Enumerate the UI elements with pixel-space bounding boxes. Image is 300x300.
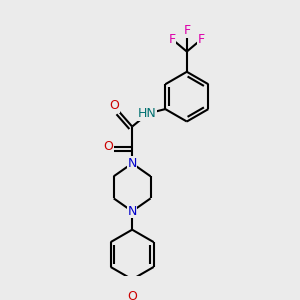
- Text: O: O: [103, 140, 113, 153]
- Text: O: O: [110, 99, 120, 112]
- Text: F: F: [183, 24, 190, 37]
- Text: F: F: [198, 34, 205, 46]
- Text: N: N: [128, 157, 137, 170]
- Text: O: O: [127, 290, 137, 300]
- Text: F: F: [169, 34, 176, 46]
- Text: HN: HN: [137, 107, 156, 120]
- Text: N: N: [128, 205, 137, 218]
